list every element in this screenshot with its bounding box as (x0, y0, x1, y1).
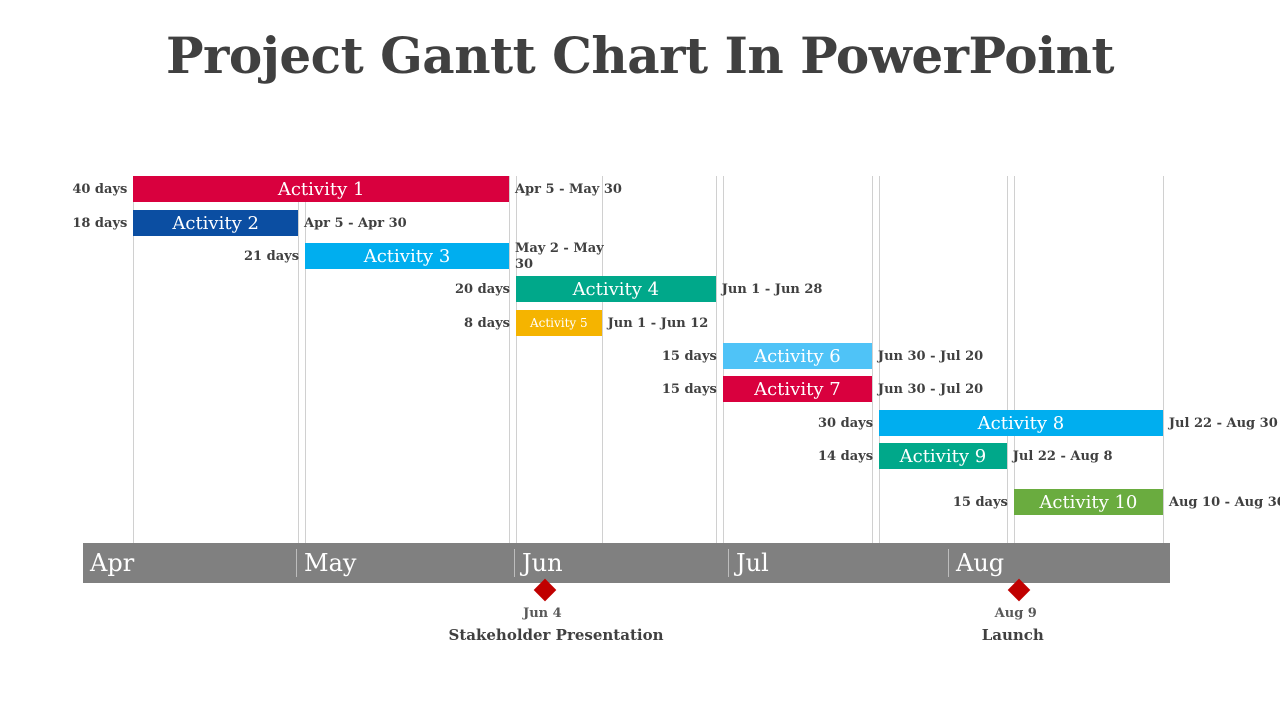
task-bar[interactable]: Activity 5 (516, 310, 602, 336)
task-date-range: Jun 1 - Jun 12 (607, 316, 709, 331)
task-duration: 14 days (818, 449, 874, 464)
month-label: Jul (736, 549, 769, 577)
grid-line (305, 176, 306, 543)
grid-line (516, 176, 517, 543)
page-title: Project Gantt Chart In PowerPoint (165, 26, 1115, 85)
grid-line (298, 176, 299, 543)
task-bar[interactable]: Activity 1 (133, 176, 509, 202)
grid-line (879, 176, 880, 543)
task-date-range: Jun 30 - Jul 20 (877, 349, 984, 364)
grid-line (1163, 176, 1164, 543)
task-duration: 18 days (72, 216, 128, 231)
task-duration: 8 days (464, 316, 510, 331)
grid-line (602, 176, 603, 543)
task-duration: 20 days (454, 282, 510, 297)
month-label: Aug (956, 549, 1005, 577)
task-bar[interactable]: Activity 6 (722, 343, 872, 369)
task-bar[interactable]: Activity 9 (879, 443, 1007, 469)
task-duration: 15 days (952, 495, 1008, 510)
task-date-range: Jun 1 - Jun 28 (721, 282, 823, 297)
milestone-date: Jun 4 (523, 606, 562, 621)
month-axis: Apr May Jun Jul Aug (83, 543, 1170, 583)
grid-line (509, 176, 510, 543)
month-separator (728, 549, 729, 577)
grid-line (716, 176, 717, 543)
task-bar[interactable]: Activity 7 (722, 376, 872, 402)
grid-line (1007, 176, 1008, 543)
month-label: May (304, 549, 357, 577)
task-bar[interactable]: Activity 10 (1013, 489, 1163, 515)
grid-line (133, 176, 134, 543)
task-bar[interactable]: Activity 3 (305, 243, 509, 269)
task-bar[interactable]: Activity 2 (133, 210, 298, 236)
task-date-range: May 2 - May 30 (514, 241, 604, 272)
milestone-label: Stakeholder Presentation (448, 626, 664, 644)
month-label: Apr (90, 549, 135, 577)
month-separator (296, 549, 297, 577)
grid-line (872, 176, 873, 543)
task-duration: 15 days (661, 349, 717, 364)
task-date-range: Jun 30 - Jul 20 (877, 382, 984, 397)
task-date-range: Apr 5 - May 30 (514, 182, 622, 197)
month-separator (514, 549, 515, 577)
month-separator (948, 549, 949, 577)
task-bar[interactable]: Activity 4 (516, 276, 716, 302)
task-duration: 40 days (72, 182, 128, 197)
milestone-label: Launch (981, 626, 1044, 644)
task-date-range: Jul 22 - Aug 30 (1168, 416, 1278, 431)
task-duration: 30 days (818, 416, 874, 431)
milestone-date: Aug 9 (994, 606, 1037, 621)
task-date-range: Aug 10 - Aug 30 (1168, 495, 1280, 510)
task-date-range: Jul 22 - Aug 8 (1012, 449, 1113, 464)
task-bar[interactable]: Activity 8 (879, 410, 1163, 436)
month-label: Jun (522, 549, 563, 577)
task-duration: 21 days (244, 249, 300, 264)
grid-line (1014, 176, 1015, 543)
task-duration: 15 days (661, 382, 717, 397)
task-date-range: Apr 5 - Apr 30 (304, 216, 407, 231)
